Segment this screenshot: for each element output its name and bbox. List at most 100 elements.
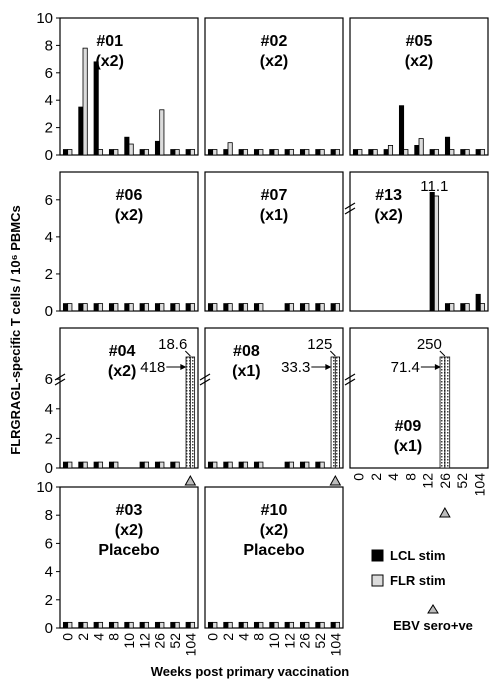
y-tick-label: 2 [45,120,53,137]
panel-subtitle-02: (x2) [260,53,288,70]
bar-02-flr-wk2 [227,142,233,156]
bar-05-lcl-wk0 [352,149,359,156]
x-tick-label: 2 [75,633,91,641]
x-tick-label: 52 [312,633,328,649]
bar-07-flr-wk26 [304,303,310,312]
bar-07-flr-wk12 [288,303,295,312]
y-tick-label: 6 [45,65,53,82]
bar-09-flr-wk26 [444,356,451,469]
x-tick-label: 104 [182,633,198,657]
annotation-arrowhead [180,364,187,370]
bar-05-flr-wk12 [433,149,440,156]
bar-10-flr-wk12 [288,621,295,629]
panel-subtitle-09: (x1) [394,438,422,455]
bar-08-flr-wk0 [212,461,218,469]
bar-13-lcl-wk52 [460,303,466,312]
bar-03-lcl-wk26 [154,621,161,629]
bar-04-flr-wk12 [143,461,150,469]
bar-04-flr-wk52 [174,461,180,469]
legend-lcl-label: LCL stim [390,548,445,563]
bar-03-lcl-wk52 [170,621,176,629]
bar-13-flr-wk104 [479,303,486,312]
bar-09-lcl-wk26 [439,356,446,469]
bar-10-lcl-wk104 [330,621,336,629]
bar-08-flr-wk12 [288,461,295,469]
x-tick-label: 2 [220,633,236,641]
bar-10-lcl-wk2 [223,621,229,629]
bar-05-lcl-wk52 [460,149,466,156]
bar-13-flr-wk12 [433,195,440,312]
bar-13-flr-wk52 [464,303,470,312]
bar-04-flr-wk0 [67,461,73,469]
bar-03-flr-wk104 [189,621,196,629]
bar-10-flr-wk52 [319,621,325,629]
bar-03-flr-wk8 [113,621,119,629]
bar-06-flr-wk4 [97,303,104,312]
bar-02-lcl-wk0 [207,149,214,156]
bar-02-flr-wk8 [258,149,264,156]
panel-subtitle-03: (x2) [115,522,143,539]
bar-01-flr-wk8 [113,149,119,156]
bar-01-lcl-wk12 [139,149,145,156]
bar-01-flr-wk2 [82,47,88,156]
bar-02-lcl-wk4 [238,149,244,156]
bar-08-lcl-wk12 [284,461,290,469]
annotation-08-top: 125 [307,336,332,353]
x-tick-label: 104 [471,473,487,497]
bar-01-lcl-wk0 [62,149,69,156]
bar-05-lcl-wk8 [398,105,405,156]
bar-05-lcl-wk12 [429,149,435,156]
bar-10-flr-wk10 [273,621,279,629]
panel-title-13: #13 [375,187,402,204]
bar-07-flr-wk52 [319,303,325,312]
bar-04-lcl-wk104 [185,356,191,469]
y-tick-label: 0 [45,147,53,164]
bar-10-lcl-wk10 [269,621,275,629]
bar-06-flr-wk10 [128,303,134,312]
bar-07-lcl-wk104 [330,303,336,312]
y-tick-label: 4 [45,229,53,246]
y-tick-label: 8 [45,37,53,54]
x-tick-label: 8 [402,473,418,481]
bar-08-lcl-wk4 [238,461,244,469]
bar-07-lcl-wk26 [299,303,306,312]
bar-02-lcl-wk26 [299,149,306,156]
bar-04-lcl-wk0 [62,461,69,469]
panel-subtitle-07: (x1) [260,207,288,224]
axis-break-mark [344,373,356,381]
panel-title-06: #06 [116,187,143,204]
y-tick-label: 0 [45,303,53,320]
x-tick-label: 12 [420,473,436,489]
bar-10-flr-wk4 [242,621,249,629]
bar-10-lcl-wk12 [284,621,290,629]
bar-07-lcl-wk12 [284,303,290,312]
y-tick-label: 2 [45,592,53,609]
bar-01-flr-wk10 [128,143,134,156]
bar-08-lcl-wk104 [330,356,336,469]
bar-07-flr-wk104 [334,303,341,312]
bar-02-flr-wk4 [242,149,249,156]
bar-05-lcl-wk2 [368,149,374,156]
axis-break-mark [344,207,356,215]
y-tick-label: 8 [45,507,53,524]
bar-10-lcl-wk4 [238,621,244,629]
annotation-arrowhead [325,364,332,370]
bar-03-lcl-wk104 [185,621,191,629]
annotation-arrowhead [434,364,441,370]
x-tick-label: 4 [385,473,401,481]
bar-03-lcl-wk10 [124,621,130,629]
bar-03-flr-wk10 [128,621,134,629]
bar-06-lcl-wk4 [93,303,99,312]
bar-08-lcl-wk2 [223,461,229,469]
bar-10-flr-wk2 [227,621,233,629]
bar-05-lcl-wk104 [475,149,481,156]
bar-03-lcl-wk12 [139,621,145,629]
bar-06-lcl-wk8 [108,303,115,312]
bar-04-flr-wk4 [97,461,104,469]
bar-05-lcl-wk4 [383,149,389,156]
x-tick-label: 26 [297,633,313,649]
bar-01-lcl-wk8 [108,149,115,156]
bar-06-flr-wk2 [82,303,88,312]
bar-07-lcl-wk8 [253,303,260,312]
y-axis-label: FLRGRAGL-specific T cells / 10⁶ PBMCs [8,205,23,454]
